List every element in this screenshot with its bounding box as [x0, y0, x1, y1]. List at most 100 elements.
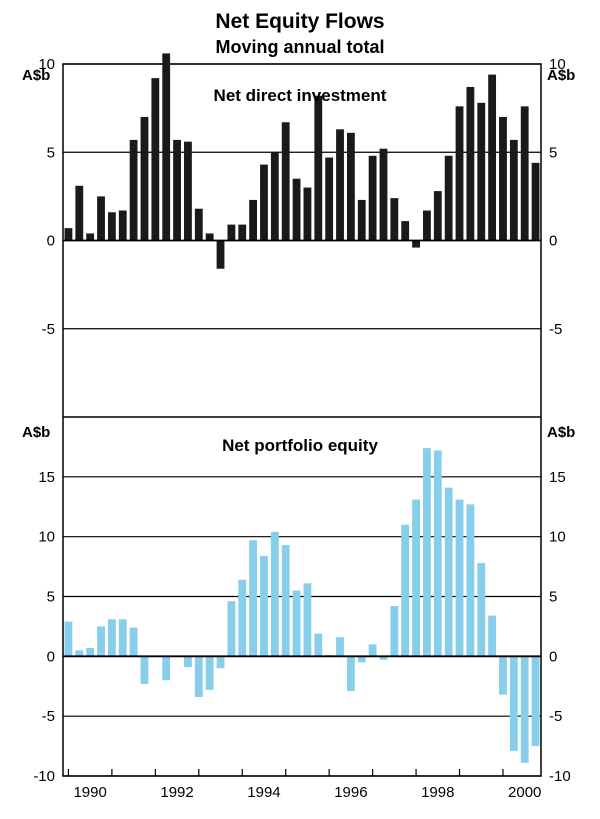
chart-title: Net Equity Flows: [215, 10, 384, 33]
bar: [184, 141, 192, 241]
y-tick-label: 10: [549, 529, 566, 546]
y-tick-label: 5: [47, 144, 55, 161]
bar: [118, 210, 127, 241]
bar: [466, 86, 475, 241]
bar: [412, 499, 420, 657]
y-tick-label: 5: [47, 589, 55, 606]
bar: [194, 208, 203, 241]
bar: [107, 212, 116, 241]
bar: [390, 606, 399, 657]
y-tick-label: -10: [549, 768, 571, 785]
bar: [64, 228, 73, 241]
bar: [238, 224, 247, 241]
bar: [173, 139, 181, 241]
bar: [249, 199, 258, 241]
bar: [184, 656, 192, 668]
y-tick-label: -5: [42, 321, 55, 338]
bar: [64, 621, 73, 657]
bar: [368, 644, 377, 657]
bar: [346, 132, 355, 241]
y-tick-label: 10: [549, 56, 566, 73]
direct-investment-title: Net direct investment: [214, 86, 387, 105]
y-tick-label: -10: [33, 768, 55, 785]
portfolio-equity-tick-labels: 15 10 5 0 -5 -10 15 10 5 0 -5 -10: [33, 469, 570, 785]
y-tick-label: 10: [38, 529, 55, 546]
bar: [107, 619, 116, 657]
bar: [238, 579, 247, 657]
x-tick-label: 1994: [247, 784, 280, 801]
bar: [520, 656, 529, 763]
bar: [466, 504, 475, 657]
bar: [390, 198, 399, 241]
bar: [477, 102, 486, 241]
bar: [97, 196, 105, 241]
bar: [205, 233, 214, 241]
portfolio-equity-unit-right: A$b: [547, 424, 575, 441]
bar: [336, 129, 344, 241]
x-tick-label: 1996: [334, 784, 367, 801]
bar: [292, 590, 301, 657]
bar: [499, 656, 507, 695]
bar: [455, 106, 464, 241]
bar: [314, 95, 323, 241]
bar: [379, 148, 388, 241]
x-tick-label: 1998: [421, 784, 454, 801]
bar: [412, 240, 420, 248]
bar: [423, 448, 431, 657]
bar: [270, 152, 279, 241]
bar: [488, 615, 497, 657]
y-tick-label: 5: [549, 589, 557, 606]
x-tick-label: 1990: [73, 784, 106, 801]
y-tick-label: 15: [38, 469, 55, 486]
bar: [303, 583, 312, 657]
bar: [379, 656, 388, 660]
bar: [97, 626, 105, 657]
bar: [281, 122, 290, 241]
bar: [75, 650, 84, 657]
bar: [477, 562, 486, 657]
y-tick-label: 0: [47, 648, 55, 665]
bar: [151, 78, 160, 241]
bar: [520, 106, 529, 241]
bar: [368, 155, 377, 241]
bar: [433, 450, 442, 657]
bar: [357, 656, 366, 663]
bar: [227, 601, 236, 657]
bar: [423, 210, 431, 241]
bar: [509, 139, 518, 241]
bar: [216, 240, 225, 269]
bar: [249, 540, 258, 657]
x-tick-marks: [67, 769, 504, 776]
bar: [346, 656, 355, 692]
bar: [433, 191, 442, 241]
portfolio-equity-title: Net portfolio equity: [222, 436, 378, 455]
bar: [509, 656, 518, 751]
x-axis: 1990 1992 1994 1996 1998 2000: [67, 769, 541, 801]
y-tick-label: 10: [38, 56, 55, 73]
y-tick-label: -5: [42, 708, 55, 725]
portfolio-equity-bars: [64, 448, 540, 763]
bar: [129, 627, 138, 657]
y-tick-label: -5: [549, 708, 562, 725]
bar: [325, 157, 334, 241]
bar: [118, 619, 127, 657]
bar: [270, 531, 279, 657]
bar: [260, 164, 268, 241]
bar: [86, 647, 95, 657]
x-tick-label: 1992: [160, 784, 193, 801]
bar: [194, 656, 203, 698]
portfolio-equity-unit-left: A$b: [22, 424, 50, 441]
y-tick-label: -5: [549, 321, 562, 338]
y-tick-label: 5: [549, 144, 557, 161]
bar: [455, 499, 464, 657]
direct-investment-tick-labels: 10 5 0 -5 10 5 0 -5: [38, 56, 565, 338]
bar: [227, 224, 236, 241]
bar: [488, 74, 497, 241]
bar: [216, 656, 225, 669]
bar: [162, 656, 171, 681]
bar: [86, 233, 95, 241]
bar: [260, 555, 268, 657]
direct-investment-unit-left: A$b: [22, 67, 50, 84]
bar: [75, 185, 84, 241]
